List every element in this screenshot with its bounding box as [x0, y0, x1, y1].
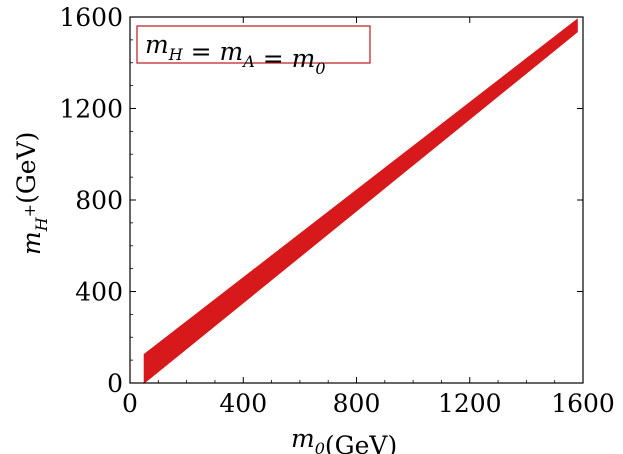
y-tick-label: 400: [75, 278, 123, 307]
x-tick-label: 0: [122, 389, 138, 418]
y-tick-label: 1600: [59, 3, 123, 32]
band-series-0: [143, 18, 578, 385]
axis-ticks: 0 400 800 1200 1600 0 400 800 1200 1600: [59, 3, 614, 418]
x-tick-label: 1600: [551, 389, 615, 418]
y-axis-label: mH+(GeV): [12, 132, 51, 255]
annotation-box: [136, 25, 371, 64]
y-tick-label: 1200: [59, 95, 123, 124]
x-tick-label: 400: [219, 389, 267, 418]
x-tick-label: 1200: [438, 389, 502, 418]
x-axis-label: m0(GeV): [291, 424, 397, 454]
y-tick-label: 800: [75, 186, 123, 215]
y-tick-label: 0: [107, 369, 123, 398]
annotation-text: mH = mA = m0: [145, 30, 326, 78]
x-tick-label: 800: [333, 389, 381, 418]
plot-area: [129, 16, 584, 385]
